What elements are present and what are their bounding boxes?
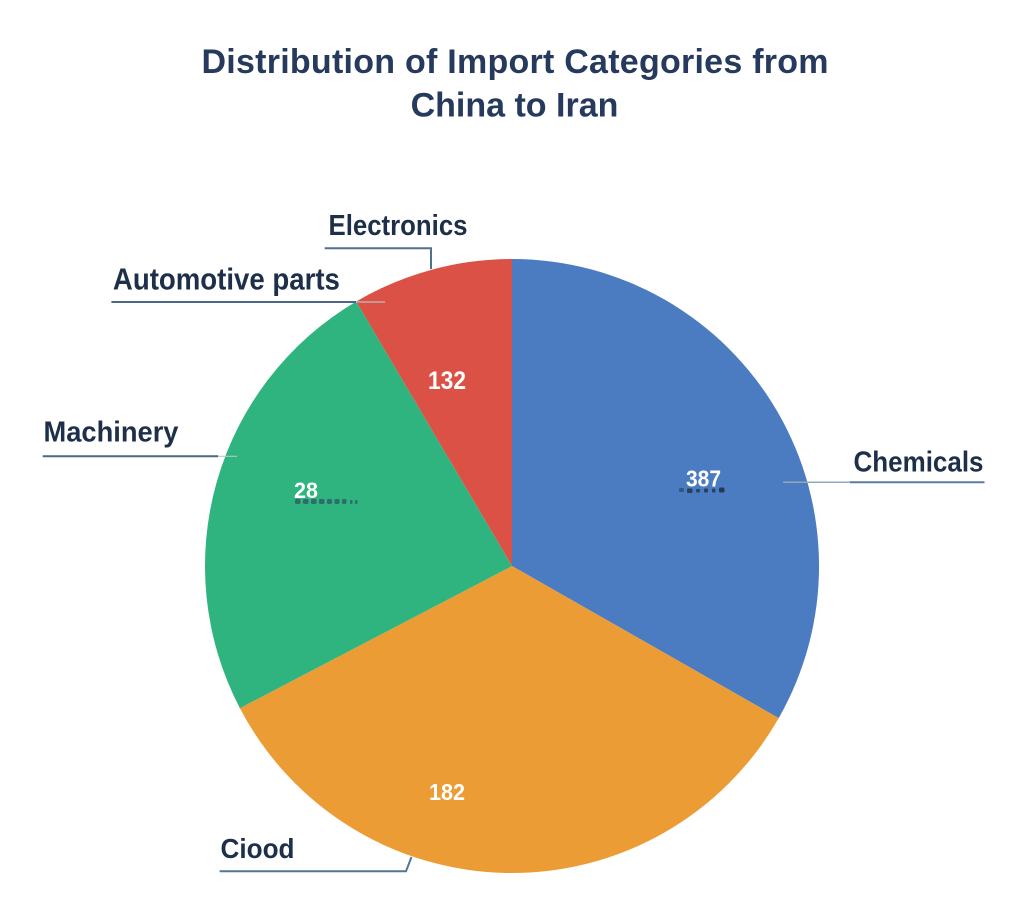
svg-text:Machinery: Machinery	[44, 416, 179, 448]
svg-text:China to Iran: China to Iran	[411, 86, 619, 124]
svg-text:132: 132	[428, 367, 466, 395]
svg-text:Distribution of Import Categor: Distribution of Import Categories from	[202, 43, 829, 81]
svg-text:182: 182	[429, 779, 465, 805]
svg-text:Ciood: Ciood	[221, 833, 295, 864]
svg-text:28: 28	[294, 478, 318, 503]
svg-text:Electronics: Electronics	[329, 210, 468, 242]
svg-text:Chemicals: Chemicals	[854, 446, 984, 478]
svg-text:Automotive parts: Automotive parts	[113, 261, 340, 296]
svg-text:387: 387	[686, 466, 721, 492]
